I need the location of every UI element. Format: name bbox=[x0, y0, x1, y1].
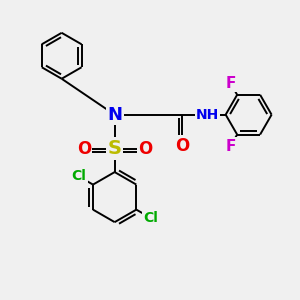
Text: Cl: Cl bbox=[71, 169, 86, 184]
Text: O: O bbox=[175, 136, 190, 154]
Text: NH: NH bbox=[196, 108, 219, 122]
Text: F: F bbox=[225, 76, 236, 91]
Text: F: F bbox=[225, 139, 236, 154]
Text: Cl: Cl bbox=[143, 211, 158, 225]
Text: N: N bbox=[107, 106, 122, 124]
Text: O: O bbox=[139, 140, 153, 158]
Text: O: O bbox=[76, 140, 91, 158]
Text: S: S bbox=[108, 139, 122, 158]
